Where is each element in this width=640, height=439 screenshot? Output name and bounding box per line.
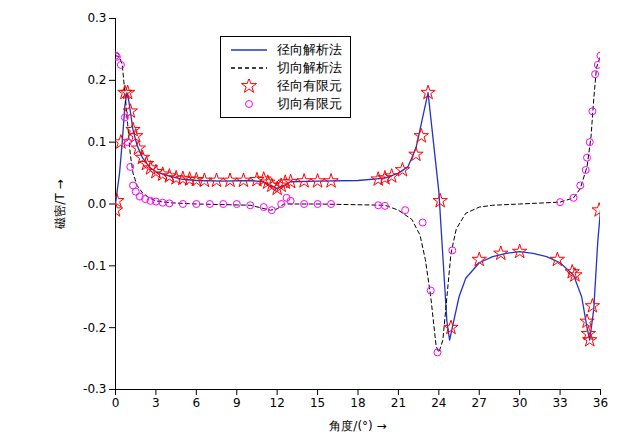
svg-text:15: 15 (310, 396, 325, 410)
svg-text:9: 9 (233, 396, 241, 410)
svg-text:18: 18 (350, 396, 365, 410)
svg-text:0.1: 0.1 (87, 135, 106, 149)
svg-text:12: 12 (270, 396, 285, 410)
svg-text:36: 36 (593, 396, 608, 410)
svg-text:0.2: 0.2 (87, 73, 106, 87)
html-text:径向解析法: 径向解析法 (277, 42, 342, 57)
svg-text:6: 6 (193, 396, 201, 410)
svg-text:27: 27 (472, 396, 487, 410)
svg-text:21: 21 (391, 396, 406, 410)
svg-text:30: 30 (512, 396, 527, 410)
svg-text:磁密/T →: 磁密/T → (53, 179, 67, 229)
svg-text:0.0: 0.0 (87, 197, 106, 211)
svg-text:0.3: 0.3 (87, 11, 106, 25)
svg-text:角度/(°) →: 角度/(°) → (329, 419, 386, 433)
svg-text:0: 0 (112, 396, 120, 410)
html-text:径向有限元: 径向有限元 (277, 78, 342, 93)
html-text:切向解析法: 切向解析法 (277, 60, 342, 75)
svg-text:-0.2: -0.2 (83, 321, 106, 335)
svg-text:3: 3 (152, 396, 160, 410)
svg-text:33: 33 (552, 396, 567, 410)
svg-text:-0.3: -0.3 (83, 382, 106, 396)
svg-text:-0.1: -0.1 (83, 259, 106, 273)
svg-text:24: 24 (431, 396, 446, 410)
html-text:切向有限元: 切向有限元 (277, 96, 342, 111)
